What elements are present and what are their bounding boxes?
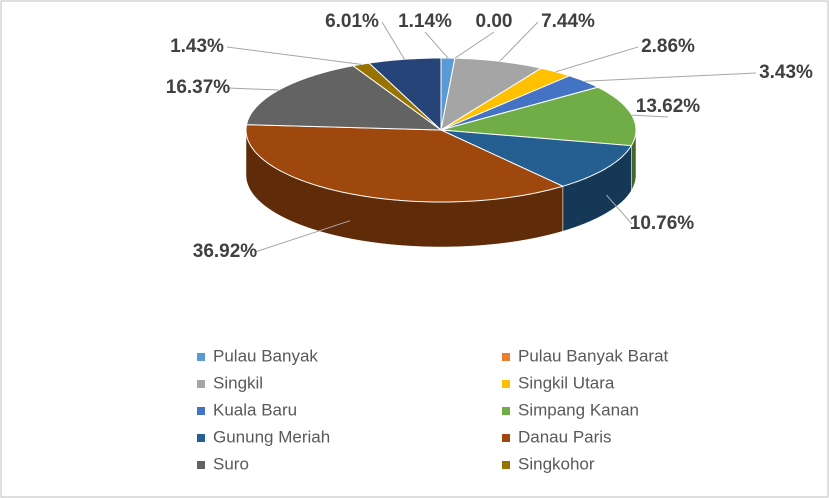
legend-label: Danau Paris xyxy=(518,427,612,446)
legend-swatch xyxy=(197,461,205,469)
slice xyxy=(245,124,565,203)
legend-label: Pulau Banyak xyxy=(213,346,318,365)
legend-label: Pulau Banyak Barat xyxy=(518,346,669,365)
legend-label: Kuala Baru xyxy=(213,400,297,419)
slice xyxy=(440,57,543,132)
slice xyxy=(440,75,600,131)
slice xyxy=(440,129,633,187)
legend-label: Singkil xyxy=(213,373,263,392)
leader-line xyxy=(254,220,351,253)
slice xyxy=(367,57,442,132)
legend-swatch xyxy=(197,380,205,388)
value-label: 0.00 xyxy=(476,11,513,32)
legend-label: Gunung Meriah xyxy=(213,427,330,446)
leader-line xyxy=(226,46,362,65)
legend-swatch xyxy=(197,434,205,442)
leader-line xyxy=(606,194,633,225)
value-label: 6.01% xyxy=(325,11,379,32)
legend-swatch xyxy=(197,407,205,415)
leader-line xyxy=(584,72,757,82)
value-label: 36.92% xyxy=(193,241,258,262)
legend-swatch xyxy=(197,353,205,361)
value-label: 7.44% xyxy=(541,11,595,32)
leader-line xyxy=(454,31,495,59)
value-label: 3.43% xyxy=(759,62,813,83)
value-label: 1.14% xyxy=(398,11,452,32)
legend-label: Simpang Kanan xyxy=(518,400,639,419)
leader-line xyxy=(381,21,405,60)
legend-swatch xyxy=(502,434,510,442)
slice xyxy=(440,86,637,147)
leader-line xyxy=(227,87,279,91)
leader-line xyxy=(424,31,449,59)
legend-swatch xyxy=(502,380,510,388)
legend-label: Suro xyxy=(213,454,249,473)
value-label: 2.86% xyxy=(641,36,695,57)
leader-line xyxy=(631,114,669,118)
legend-label: Singkohor xyxy=(518,454,595,473)
legend-swatch xyxy=(502,353,510,361)
slice xyxy=(440,67,571,131)
legend-swatch xyxy=(502,461,510,469)
leader-line xyxy=(499,21,539,62)
value-label: 10.76% xyxy=(630,213,695,234)
leader-line xyxy=(555,46,639,73)
legend-label: Singkil Utara xyxy=(518,373,615,392)
value-label: 1.43% xyxy=(170,36,224,57)
value-label: 16.37% xyxy=(166,77,231,98)
value-label: 13.62% xyxy=(636,96,701,117)
legend-swatch xyxy=(502,407,510,415)
